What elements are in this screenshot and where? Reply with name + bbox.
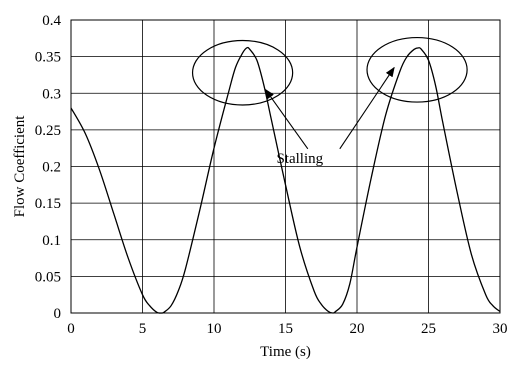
plot-frame (70, 19, 501, 314)
x-axis-title: Time (s) (260, 344, 311, 360)
y-axis-title: Flow Coefficient (12, 115, 28, 218)
x-tick-label: 0 (67, 321, 75, 337)
x-tick-label: 30 (493, 321, 508, 337)
y-tick-label: 0.3 (42, 86, 61, 102)
y-tick-label: 0 (54, 306, 62, 322)
x-tick-label: 20 (350, 321, 365, 337)
y-tick-label: 0.4 (42, 13, 61, 29)
y-tick-labels: 0 0.05 0.1 0.15 0.2 0.25 0.3 0.35 0.4 (35, 13, 62, 322)
y-tick-label: 0.1 (42, 233, 61, 249)
y-tick-label: 0.15 (35, 196, 61, 212)
stalling-arrow (339, 66, 395, 150)
stall-region-ellipse (366, 36, 468, 103)
y-tick-label: 0.35 (35, 50, 61, 66)
x-tick-label: 25 (421, 321, 436, 337)
y-tick-label: 0.25 (35, 123, 61, 139)
x-tick-label: 5 (139, 321, 147, 337)
x-tick-labels: 0 5 10 15 20 25 30 (67, 321, 507, 337)
stalling-arrow (264, 88, 309, 150)
x-tick-label: 10 (207, 321, 222, 337)
stalling-annotation: Stalling (276, 151, 323, 167)
annotation-layer: Stalling (191, 36, 468, 167)
y-tick-label: 0.05 (35, 269, 61, 285)
y-tick-label: 0.2 (42, 160, 61, 176)
stall-region-ellipse (191, 39, 294, 106)
x-tick-label: 15 (278, 321, 293, 337)
grid-lines (70, 19, 501, 314)
